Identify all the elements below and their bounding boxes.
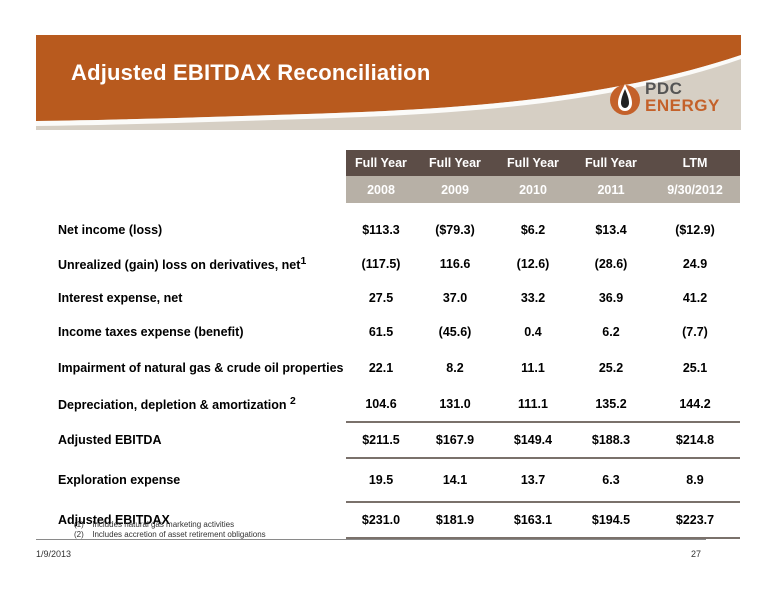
table-cell: $6.2: [520, 223, 546, 237]
footnote-number: (2): [74, 530, 84, 539]
table-cell: 111.1: [518, 397, 548, 411]
col-header-fy2010: Full Year: [494, 150, 572, 176]
logo-text-energy: ENERGY: [645, 96, 720, 115]
col-header-2009: 2009: [416, 176, 494, 203]
row-label: Depreciation, depletion & amortization 2: [58, 387, 346, 422]
table-cell: 37.0: [442, 291, 468, 305]
table-row: Depreciation, depletion & amortization 2…: [58, 387, 740, 422]
table-cell: $149.4: [494, 421, 572, 459]
table-cell: 104.6: [365, 397, 397, 411]
footnote-1: (1) Includes natural gas marketing activ…: [74, 520, 234, 529]
table-cell: 144.2: [679, 397, 711, 411]
table-cell: $167.9: [416, 421, 494, 459]
footnote-ref: 2: [289, 396, 296, 408]
table-cell: 25.1: [682, 361, 708, 375]
table-cell: 27.5: [368, 291, 394, 305]
table-cell: 8.2: [446, 361, 464, 375]
row-label: Interest expense, net: [58, 291, 183, 305]
table-row-total: Adjusted EBITDAX $231.0 $181.9 $163.1 $1…: [58, 501, 740, 539]
ebitdax-table: Full Year Full Year Full Year Full Year …: [58, 150, 740, 539]
table-cell: $194.5: [572, 501, 650, 539]
table-cell: (12.6): [516, 257, 550, 271]
table-row: Interest expense, net 27.5 37.0 33.2 36.…: [58, 281, 740, 315]
table-cell: (7.7): [682, 325, 708, 339]
col-header-2008: 2008: [346, 176, 416, 203]
table-cell: 13.7: [520, 473, 546, 487]
table-cell: 11.1: [521, 361, 545, 375]
row-label: Impairment of natural gas & crude oil pr…: [58, 360, 344, 375]
pdc-energy-logo: PDC ENERGY: [608, 78, 723, 122]
table-row: Exploration expense 19.5 14.1 13.7 6.3 8…: [58, 458, 740, 502]
footer-divider: [36, 539, 706, 540]
table-cell: $231.0: [346, 501, 416, 539]
oil-drop-icon: [610, 84, 640, 115]
table-cell: 0.4: [524, 325, 542, 339]
row-label: Adjusted EBITDAX: [58, 513, 170, 527]
row-label: Net income (loss): [58, 223, 163, 237]
table-cell: ($79.3): [435, 223, 475, 237]
table-cell: $13.4: [595, 223, 627, 237]
table-cell: 19.5: [368, 473, 394, 487]
title-banner: [36, 35, 741, 130]
col-header-2010: 2010: [494, 176, 572, 203]
table-cell: (28.6): [594, 257, 628, 271]
table-cell: 22.1: [368, 361, 394, 375]
row-label: Exploration expense: [58, 473, 181, 487]
table-cell: 33.2: [520, 291, 546, 305]
table-cell: 14.1: [442, 473, 468, 487]
logo-text-pdc: PDC: [645, 79, 683, 98]
table-cell: 41.2: [682, 291, 708, 305]
table-row: Impairment of natural gas & crude oil pr…: [58, 349, 740, 387]
footnote-number: (1): [74, 520, 84, 529]
col-header-fy2009: Full Year: [416, 150, 494, 176]
col-header-ltm: LTM: [650, 150, 740, 176]
table-cell: 61.5: [368, 325, 394, 339]
table-cell: $163.1: [494, 501, 572, 539]
table-row: Unrealized (gain) loss on derivatives, n…: [58, 247, 740, 281]
row-label: Adjusted EBITDA: [58, 433, 162, 447]
table-cell: $223.7: [650, 501, 740, 539]
footnote-2: (2) Includes accretion of asset retireme…: [74, 530, 266, 539]
table-cell: 36.9: [598, 291, 624, 305]
table-cell: 116.6: [439, 257, 471, 271]
table-cell: $211.5: [346, 421, 416, 459]
col-header-fy2008: Full Year: [346, 150, 416, 176]
table-cell: 6.2: [602, 325, 620, 339]
table-cell: $181.9: [416, 501, 494, 539]
table-cell: 24.9: [682, 257, 708, 271]
col-header-fy2011: Full Year: [572, 150, 650, 176]
table-cell: $113.3: [362, 223, 400, 237]
table-cell: $188.3: [572, 421, 650, 459]
table-cell: (45.6): [438, 325, 472, 339]
table-cell: 6.3: [602, 473, 620, 487]
table-cell: 25.2: [598, 361, 624, 375]
page-title: Adjusted EBITDAX Reconciliation: [71, 60, 431, 85]
table-cell: 131.0: [439, 397, 471, 411]
col-header-ltm-date: 9/30/2012: [650, 176, 740, 203]
table-cell: (117.5): [361, 257, 401, 271]
table-cell: $214.8: [650, 421, 740, 459]
row-label: Income taxes expense (benefit): [58, 325, 244, 339]
table-cell: 135.2: [595, 397, 627, 411]
table-row-subtotal: Adjusted EBITDA $211.5 $167.9 $149.4 $18…: [58, 421, 740, 459]
table-row: Income taxes expense (benefit) 61.5 (45.…: [58, 315, 740, 349]
footnote-ref: 1: [300, 255, 307, 267]
footnote-text: Includes natural gas marketing activitie…: [92, 520, 235, 529]
header-row-1: Full Year Full Year Full Year Full Year …: [58, 150, 740, 176]
header-row-2: 2008 2009 2010 2011 9/30/2012: [58, 176, 740, 203]
footnote-text: Includes accretion of asset retirement o…: [92, 530, 266, 539]
footer-date: 1/9/2013: [36, 549, 72, 559]
table-cell: 8.9: [686, 473, 704, 487]
row-label-text: Unrealized (gain) loss on derivatives, n…: [58, 258, 301, 273]
row-label-text: Depreciation, depletion & amortization: [58, 398, 287, 413]
table-row: Net income (loss) $113.3 ($79.3) $6.2 $1…: [58, 213, 740, 247]
row-label: Unrealized (gain) loss on derivatives, n…: [58, 247, 346, 281]
page-number: 27: [691, 549, 702, 559]
table-cell: ($12.9): [675, 223, 715, 237]
col-header-2011: 2011: [572, 176, 650, 203]
